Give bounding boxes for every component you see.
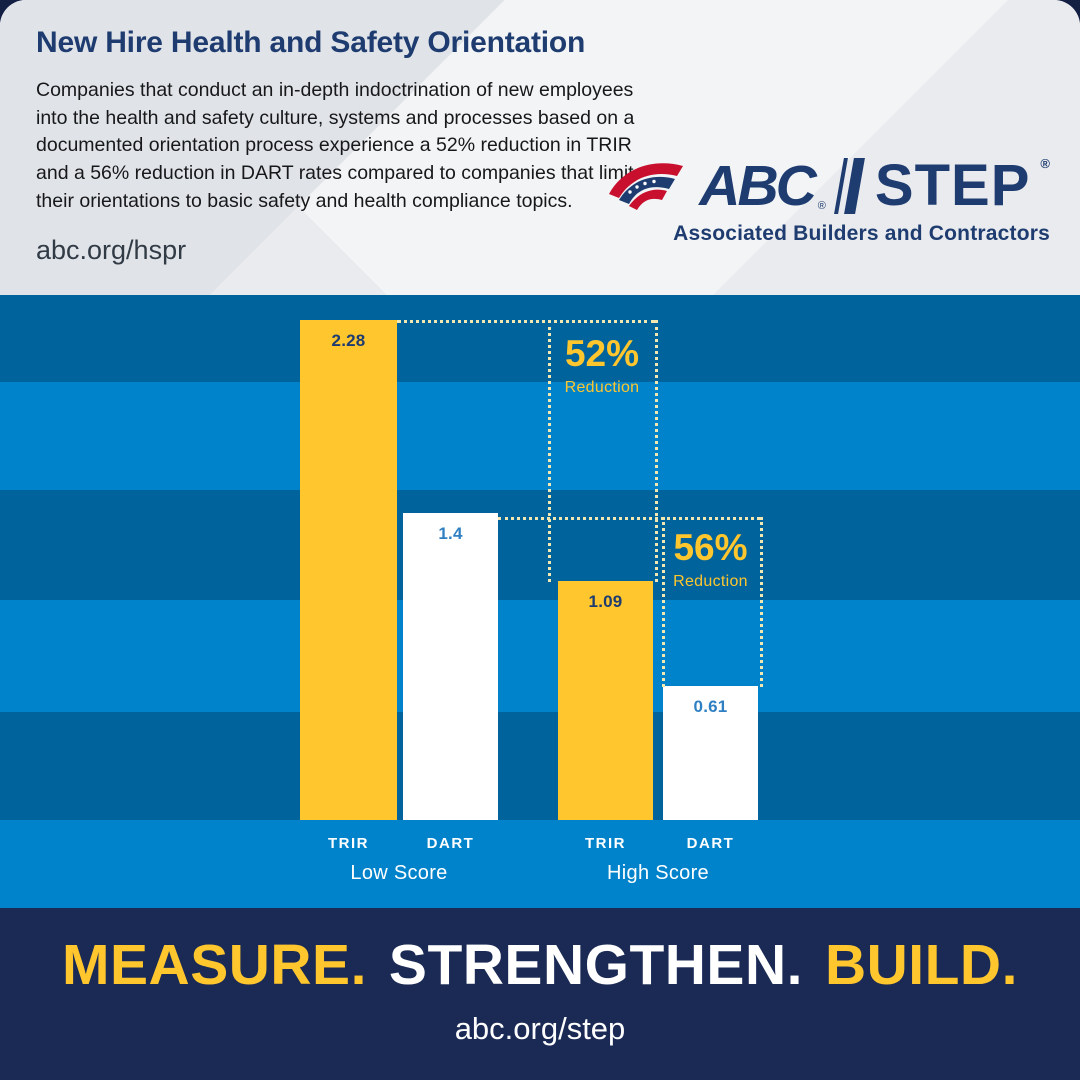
bar-value-label: 1.4 — [438, 524, 463, 543]
page-title: New Hire Health and Safety Orientation — [36, 26, 586, 59]
bar-dart-low-score: 1.4 — [403, 513, 498, 820]
bar-value-label: 1.09 — [588, 592, 623, 611]
footer-word-strengthen: STRENGTHEN. — [388, 933, 803, 997]
bar-value-label: 2.28 — [331, 331, 366, 350]
abc-registered-mark: ® — [817, 200, 826, 212]
step-link[interactable]: abc.org/step — [454, 1011, 626, 1046]
axis-label-dart-high: DART — [686, 835, 735, 852]
group-label-low-score: Low Score — [350, 862, 448, 884]
group-label-high-score: High Score — [607, 862, 709, 884]
dotted-line-52-right — [655, 320, 658, 582]
footer-headline: MEASURE. STRENGTHEN. BUILD. — [0, 932, 1080, 998]
dotted-line-52-horizontal — [397, 320, 655, 323]
footer-word-measure: MEASURE. — [62, 933, 367, 997]
bar-dart-high-score: 0.61 — [663, 686, 758, 820]
bar-chart-section: 2.28 1.4 1.09 0.61 52% Reduction 56% Red… — [0, 295, 1080, 908]
abc-flag-icon — [609, 163, 684, 210]
annotation-percent-value: 52% — [564, 333, 640, 374]
logo-divider-bars — [833, 158, 865, 214]
logo-tagline: Associated Builders and Contractors — [673, 222, 1050, 245]
axis-label-dart-low: DART — [426, 835, 475, 852]
annotation-percent-word: Reduction — [564, 379, 640, 396]
step-registered-mark: ® — [1040, 156, 1050, 171]
dotted-line-56-horizontal — [498, 517, 760, 520]
bar-value-label: 0.61 — [693, 697, 728, 716]
abc-wordmark: ABC — [699, 153, 816, 218]
annotation-percent-word: Reduction — [673, 573, 748, 590]
header-section: New Hire Health and Safety Orientation C… — [0, 0, 1080, 295]
annotation-percent-value: 56% — [673, 527, 748, 568]
axis-label-trir-high: TRIR — [585, 835, 626, 852]
bar-trir-low-score: 2.28 — [300, 320, 397, 820]
dotted-line-56-right — [760, 517, 763, 687]
intro-paragraph: Companies that conduct an in-depth indoc… — [36, 79, 635, 212]
footer-banner: MEASURE. STRENGTHEN. BUILD. abc.org/step — [0, 908, 1080, 1080]
annotation-56-percent: 56% Reduction — [661, 527, 760, 591]
annotation-52-percent: 52% Reduction — [549, 333, 655, 397]
abc-step-logo: ABC ® STEP ® Associated Builders and Con… — [605, 156, 1050, 246]
bar-trir-high-score: 1.09 — [558, 581, 653, 820]
hspr-link[interactable]: abc.org/hspr — [36, 235, 187, 266]
logo-divider-bar-thick — [843, 158, 865, 214]
step-wordmark: STEP — [874, 153, 1031, 218]
logo-row: ABC ® STEP ® — [605, 156, 1050, 216]
dotted-line-52-left — [548, 320, 551, 582]
footer-word-build: BUILD. — [824, 933, 1018, 997]
axis-label-trir-low: TRIR — [328, 835, 369, 852]
dotted-line-56-left — [662, 517, 665, 687]
